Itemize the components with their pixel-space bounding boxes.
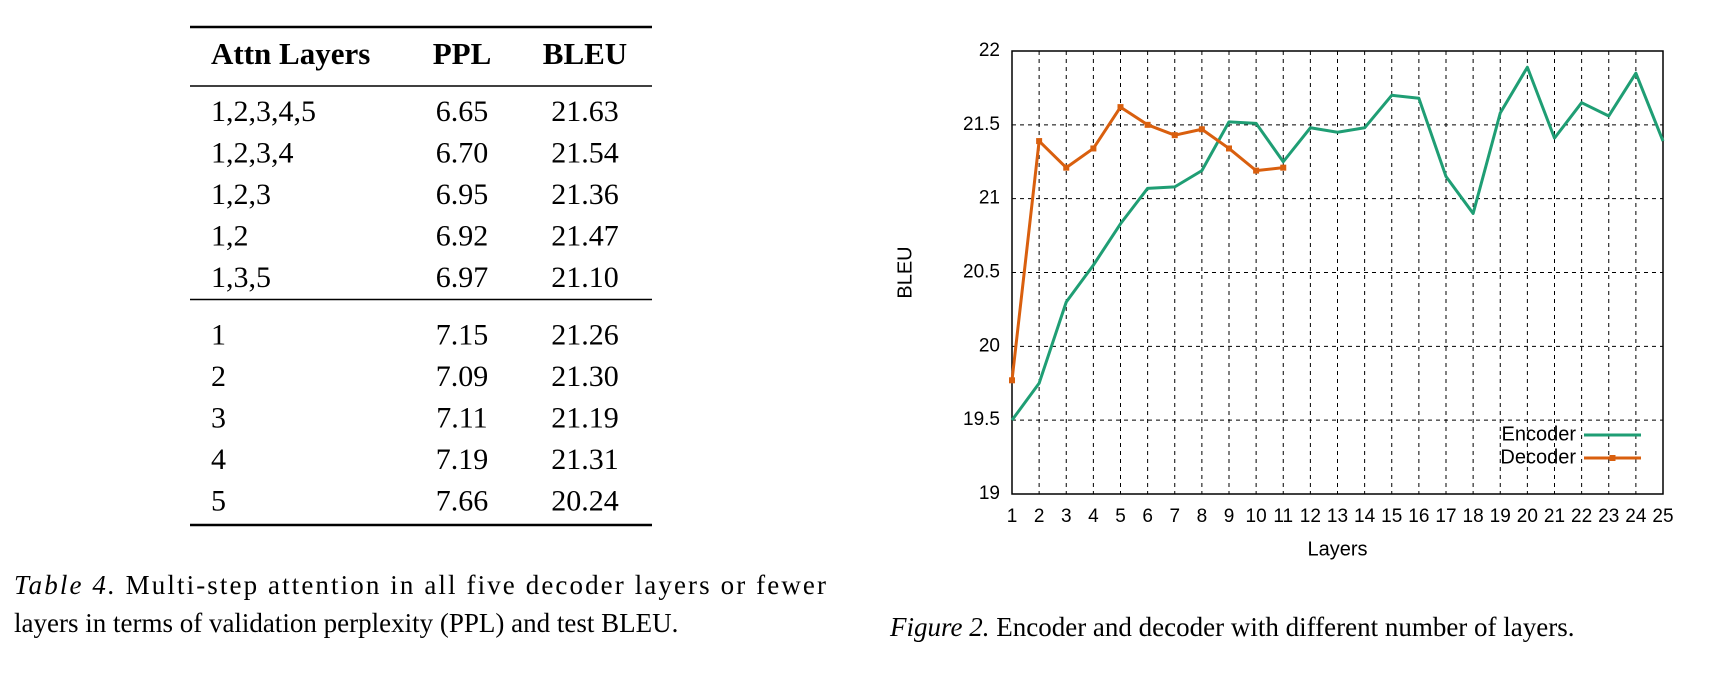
table-cell: 1,2,3,4 bbox=[211, 136, 294, 169]
x-tick-label: 1 bbox=[1007, 506, 1018, 527]
x-tick-label: 2 bbox=[1034, 506, 1045, 527]
point-marker bbox=[1090, 145, 1097, 152]
x-tick-label: 11 bbox=[1273, 506, 1293, 527]
table-cell: 21.26 bbox=[551, 318, 619, 351]
point-marker bbox=[1117, 104, 1124, 111]
point-marker bbox=[1171, 132, 1178, 139]
caption-label: Table 4. bbox=[14, 570, 115, 600]
x-tick-label: 4 bbox=[1088, 506, 1099, 527]
x-tick-label: 12 bbox=[1300, 506, 1321, 527]
table-cell: 7.09 bbox=[436, 360, 489, 393]
table-cell: 21.31 bbox=[551, 443, 619, 476]
legend-label: Decoder bbox=[1500, 446, 1576, 468]
table-cell: 7.19 bbox=[436, 443, 489, 476]
x-tick-label: 3 bbox=[1061, 506, 1072, 527]
point-marker bbox=[1063, 164, 1070, 171]
x-tick-label: 18 bbox=[1463, 506, 1484, 527]
legend-marker bbox=[1609, 455, 1616, 461]
table-cell: 21.47 bbox=[551, 219, 619, 252]
table-cell: 4 bbox=[211, 443, 226, 476]
x-tick-label: 20 bbox=[1517, 506, 1538, 527]
x-tick-label: 13 bbox=[1327, 506, 1348, 527]
caption-text: Multi-step attention in all five decoder… bbox=[117, 570, 826, 600]
table-cell: 5 bbox=[211, 484, 226, 517]
table-cell: 6.65 bbox=[436, 95, 489, 128]
y-tick-label: 19 bbox=[979, 483, 1000, 504]
y-axis-label: BLEU bbox=[894, 246, 916, 298]
table-header: Attn Layers bbox=[211, 36, 370, 71]
x-tick-label: 25 bbox=[1652, 506, 1673, 527]
x-tick-label: 5 bbox=[1115, 506, 1126, 527]
y-tick-label: 21.5 bbox=[963, 114, 1000, 135]
table-cell: 21.54 bbox=[551, 136, 619, 169]
point-marker bbox=[1198, 126, 1205, 133]
table-cell: 6.95 bbox=[436, 178, 489, 211]
x-tick-label: 14 bbox=[1354, 506, 1376, 527]
x-tick-label: 6 bbox=[1142, 506, 1153, 527]
table-cell: 2 bbox=[211, 360, 226, 393]
x-tick-label: 17 bbox=[1435, 506, 1456, 527]
point-marker bbox=[1144, 121, 1151, 128]
x-tick-label: 7 bbox=[1169, 506, 1180, 527]
y-tick-label: 19.5 bbox=[963, 409, 1000, 430]
table-cell: 1,3,5 bbox=[211, 261, 271, 294]
x-tick-label: 8 bbox=[1197, 506, 1208, 527]
point-marker bbox=[1036, 138, 1043, 145]
table-cell: 7.15 bbox=[436, 318, 489, 351]
table-cell: 6.97 bbox=[436, 261, 489, 294]
table-header: BLEU bbox=[543, 36, 627, 71]
table-cell: 21.36 bbox=[551, 178, 619, 211]
caption-text: Encoder and decoder with different numbe… bbox=[989, 612, 1574, 642]
x-tick-label: 19 bbox=[1490, 506, 1511, 527]
figure-caption: Figure 2. Encoder and decoder with diffe… bbox=[889, 612, 1575, 642]
table-cell: 6.92 bbox=[436, 219, 489, 252]
point-marker bbox=[1280, 164, 1287, 171]
x-tick-label: 15 bbox=[1381, 506, 1402, 527]
table-cell: 1,2 bbox=[211, 219, 249, 252]
table-cell: 20.24 bbox=[551, 484, 619, 517]
x-tick-label: 16 bbox=[1408, 506, 1429, 527]
y-tick-label: 22 bbox=[979, 40, 1000, 61]
table-cell: 21.10 bbox=[551, 261, 619, 294]
x-tick-label: 10 bbox=[1246, 506, 1267, 527]
table-cell: 1,2,3 bbox=[211, 178, 271, 211]
x-tick-label: 9 bbox=[1224, 506, 1235, 527]
table-cell: 21.63 bbox=[551, 95, 619, 128]
table-cell: 7.11 bbox=[436, 401, 487, 434]
table-header: PPL bbox=[433, 36, 492, 71]
table-cell: 3 bbox=[211, 401, 226, 434]
table-cell: 7.66 bbox=[436, 484, 489, 517]
x-tick-label: 21 bbox=[1544, 506, 1565, 527]
plot-frame bbox=[1011, 50, 1664, 495]
point-marker bbox=[1009, 377, 1015, 384]
x-tick-label: 22 bbox=[1571, 506, 1592, 527]
x-tick-label: 24 bbox=[1625, 506, 1647, 527]
table-caption: Table 4. Multi-step attention in all fiv… bbox=[14, 570, 826, 600]
table-cell: 21.19 bbox=[551, 401, 619, 434]
point-marker bbox=[1226, 145, 1232, 152]
table-cell: 6.70 bbox=[436, 136, 489, 169]
table-cell: 1,2,3,4,5 bbox=[211, 95, 316, 128]
y-tick-label: 20.5 bbox=[963, 262, 1000, 283]
x-axis-label: Layers bbox=[1307, 538, 1367, 560]
table-cell: 21.30 bbox=[551, 360, 619, 393]
legend-label: Encoder bbox=[1502, 423, 1577, 445]
table-cell: 1 bbox=[211, 318, 226, 351]
point-marker bbox=[1253, 167, 1260, 174]
x-tick-label: 23 bbox=[1598, 506, 1619, 527]
table-caption: layers in terms of validation perplexity… bbox=[14, 608, 678, 638]
y-tick-label: 21 bbox=[979, 188, 1000, 209]
series-line bbox=[1010, 65, 1665, 422]
y-tick-label: 20 bbox=[979, 335, 1000, 356]
caption-label: Figure 2. bbox=[889, 612, 989, 642]
